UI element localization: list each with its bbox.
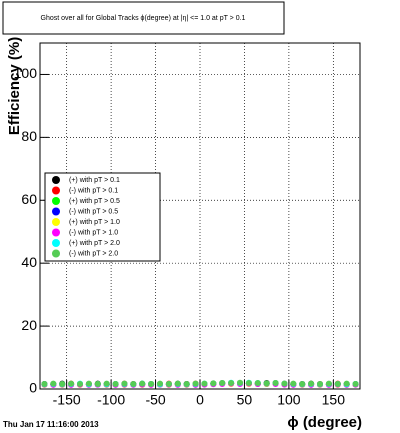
legend-label: (+) with pT > 1.0 xyxy=(69,219,120,226)
x-tick-label: -50 xyxy=(145,392,165,408)
data-point xyxy=(94,380,101,387)
data-point xyxy=(352,380,359,387)
legend-label: (-) with pT > 1.0 xyxy=(69,229,118,236)
y-tick-label: 60 xyxy=(21,191,37,207)
data-point xyxy=(325,380,332,387)
x-axis-label: ϕ (degree) xyxy=(287,414,362,431)
x-tick-label: 100 xyxy=(277,392,301,408)
legend-marker xyxy=(52,186,60,195)
data-point xyxy=(290,380,297,387)
data-point xyxy=(85,380,92,387)
legend-marker xyxy=(52,197,60,205)
y-tick-label: 80 xyxy=(21,128,37,144)
legend-marker xyxy=(52,176,60,184)
data-point xyxy=(77,380,83,387)
data-point xyxy=(219,380,226,387)
data-point xyxy=(245,380,252,387)
y-axis-label: Efficiency (%) xyxy=(6,37,23,135)
data-point xyxy=(130,380,137,387)
data-point xyxy=(317,380,323,387)
chart-title: Ghost over all for Global Tracks ϕ(degre… xyxy=(41,15,246,22)
data-point xyxy=(308,380,315,387)
data-point xyxy=(68,380,75,387)
data-point xyxy=(210,380,217,387)
data-point xyxy=(183,380,190,387)
data-point xyxy=(41,380,48,387)
data-point xyxy=(201,380,208,387)
y-tick-label: 100 xyxy=(14,65,38,81)
data-point xyxy=(157,380,163,387)
x-tick-label: -100 xyxy=(97,392,125,408)
y-tick-label: 0 xyxy=(29,380,37,396)
title-box xyxy=(2,1,285,35)
data-point xyxy=(59,380,66,387)
y-tick-label: 20 xyxy=(21,317,37,333)
legend-label: (+) with pT > 0.1 xyxy=(69,177,120,184)
data-point xyxy=(148,380,155,387)
legend-label: (-) with pT > 0.5 xyxy=(69,208,118,215)
legend-label: (+) with pT > 0.5 xyxy=(69,198,120,205)
legend-marker xyxy=(52,207,60,216)
data-point xyxy=(192,380,199,387)
y-tick-label: 40 xyxy=(21,254,37,270)
data-point xyxy=(112,380,119,387)
data-point xyxy=(254,380,261,387)
data-point xyxy=(50,380,57,387)
legend-marker xyxy=(52,249,60,258)
data-point xyxy=(263,380,270,387)
legend-marker xyxy=(52,218,60,226)
data-point xyxy=(165,380,172,387)
data-point xyxy=(281,380,288,387)
x-tick-label: 150 xyxy=(322,392,346,408)
legend-label: (+) with pT > 2.0 xyxy=(69,240,120,247)
legend-marker xyxy=(52,239,60,247)
legend-marker xyxy=(52,228,60,237)
x-tick-label: -150 xyxy=(53,392,81,408)
data-point xyxy=(121,380,128,387)
data-point xyxy=(237,379,243,386)
data-point xyxy=(174,380,181,387)
footer: Thu Jan 17 11:16:00 2013 xyxy=(3,420,99,429)
data-point xyxy=(272,380,279,387)
data-point xyxy=(299,380,306,387)
data-point xyxy=(103,380,110,387)
legend-box xyxy=(44,172,161,262)
data-point xyxy=(334,380,341,387)
x-tick-label: 0 xyxy=(196,392,204,408)
data-point xyxy=(343,380,350,387)
data-point xyxy=(139,380,146,387)
legend-label: (-) with pT > 2.0 xyxy=(69,250,118,257)
x-tick-label: 50 xyxy=(237,392,253,408)
legend-label: (-) with pT > 0.1 xyxy=(69,187,118,194)
data-point xyxy=(228,380,235,387)
